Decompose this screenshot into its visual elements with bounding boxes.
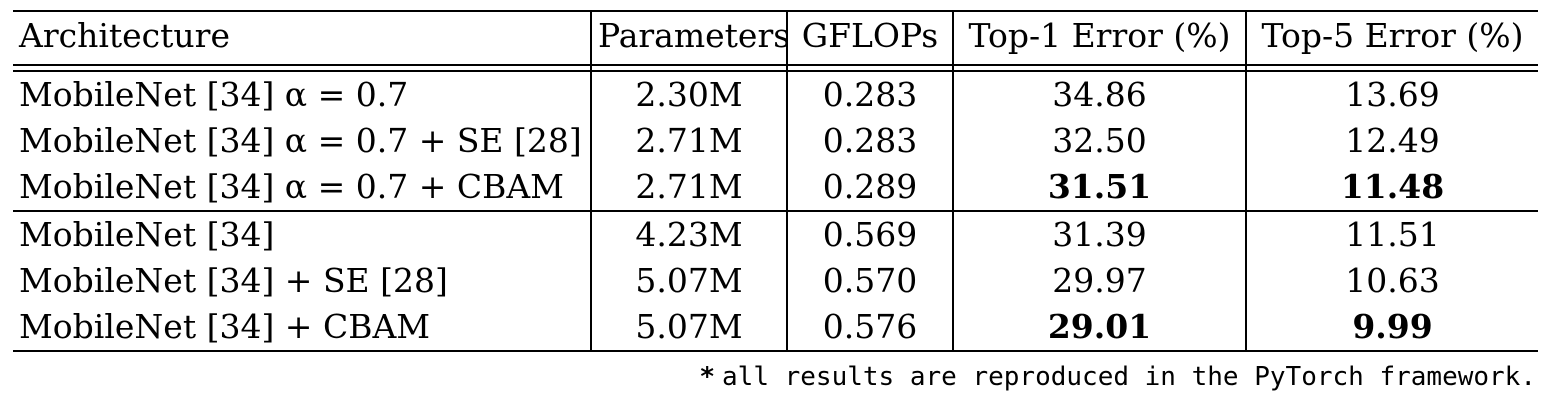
table-row: MobileNet [34] α = 0.7 + SE [28] 2.71M 0… bbox=[13, 118, 1538, 164]
header-spacer bbox=[13, 65, 1538, 71]
cell-top5-error-best: 11.48 bbox=[1340, 167, 1445, 206]
cell-architecture: MobileNet [34] bbox=[13, 211, 592, 258]
cell-parameters: 5.07M bbox=[591, 258, 788, 304]
header-parameters: Parameters bbox=[591, 11, 788, 65]
cell-top5-error: 13.69 bbox=[1345, 75, 1440, 114]
table-row: MobileNet [34] 4.23M 0.569 31.39 11.51 bbox=[13, 211, 1538, 258]
cell-top1-error: 32.50 bbox=[953, 118, 1247, 164]
header-top1-error: Top-1 Error (%) bbox=[953, 11, 1247, 65]
header-architecture: Architecture bbox=[13, 11, 592, 65]
table-footnote: * all results are reproduced in the PyTor… bbox=[700, 360, 1536, 394]
table-group-1: MobileNet [34] α = 0.7 2.30M 0.283 34.86… bbox=[13, 71, 1538, 211]
cell-top1-error-best: 29.01 bbox=[953, 304, 1247, 351]
cell-gflops: 0.283 bbox=[787, 118, 954, 164]
cell-architecture: MobileNet [34] α = 0.7 bbox=[13, 71, 592, 118]
cell-parameters: 2.30M bbox=[591, 71, 788, 118]
cell-parameters: 2.71M bbox=[591, 118, 788, 164]
cell-top1-error: 31.39 bbox=[953, 211, 1247, 258]
table-row: MobileNet [34] + CBAM 5.07M 0.576 29.01 … bbox=[13, 304, 1538, 351]
table-row: MobileNet [34] α = 0.7 2.30M 0.283 34.86… bbox=[13, 71, 1538, 118]
header-gflops: GFLOPs bbox=[787, 11, 954, 65]
cell-architecture: MobileNet [34] α = 0.7 + SE [28] bbox=[13, 118, 592, 164]
cell-parameters: 5.07M bbox=[591, 304, 788, 351]
cell-top5-error: 11.51 bbox=[1345, 215, 1440, 254]
cell-parameters: 2.71M bbox=[591, 164, 788, 211]
table-row: MobileNet [34] α = 0.7 + CBAM 2.71M 0.28… bbox=[13, 164, 1538, 211]
cell-gflops: 0.570 bbox=[787, 258, 954, 304]
footnote-text: all results are reproduced in the PyTorc… bbox=[722, 362, 1536, 392]
cell-gflops: 0.283 bbox=[787, 71, 954, 118]
cell-top5-error-best: 9.99 bbox=[1352, 307, 1433, 346]
table-header: Architecture Parameters GFLOPs Top-1 Err… bbox=[13, 11, 1538, 71]
results-table-container: Architecture Parameters GFLOPs Top-1 Err… bbox=[13, 10, 1538, 352]
cell-gflops: 0.576 bbox=[787, 304, 954, 351]
cell-top5-error: 10.63 bbox=[1345, 261, 1440, 300]
cell-gflops: 0.289 bbox=[787, 164, 954, 211]
cell-top1-error: 29.97 bbox=[953, 258, 1247, 304]
cell-architecture: MobileNet [34] α = 0.7 + CBAM bbox=[13, 164, 592, 211]
cell-architecture: MobileNet [34] + SE [28] bbox=[13, 258, 592, 304]
header-row: Architecture Parameters GFLOPs Top-1 Err… bbox=[13, 11, 1538, 65]
cell-parameters: 4.23M bbox=[591, 211, 788, 258]
table-row: MobileNet [34] + SE [28] 5.07M 0.570 29.… bbox=[13, 258, 1538, 304]
results-table: Architecture Parameters GFLOPs Top-1 Err… bbox=[13, 10, 1538, 352]
cell-top5-error: 12.49 bbox=[1345, 121, 1440, 160]
cell-top1-error-best: 31.51 bbox=[953, 164, 1247, 211]
cell-top1-error: 34.86 bbox=[953, 71, 1247, 118]
header-top5-error: Top-5 Error (%) bbox=[1261, 16, 1524, 55]
table-group-2: MobileNet [34] 4.23M 0.569 31.39 11.51 M… bbox=[13, 211, 1538, 351]
cell-architecture: MobileNet [34] + CBAM bbox=[13, 304, 592, 351]
footnote-marker: * bbox=[700, 362, 715, 392]
cell-gflops: 0.569 bbox=[787, 211, 954, 258]
